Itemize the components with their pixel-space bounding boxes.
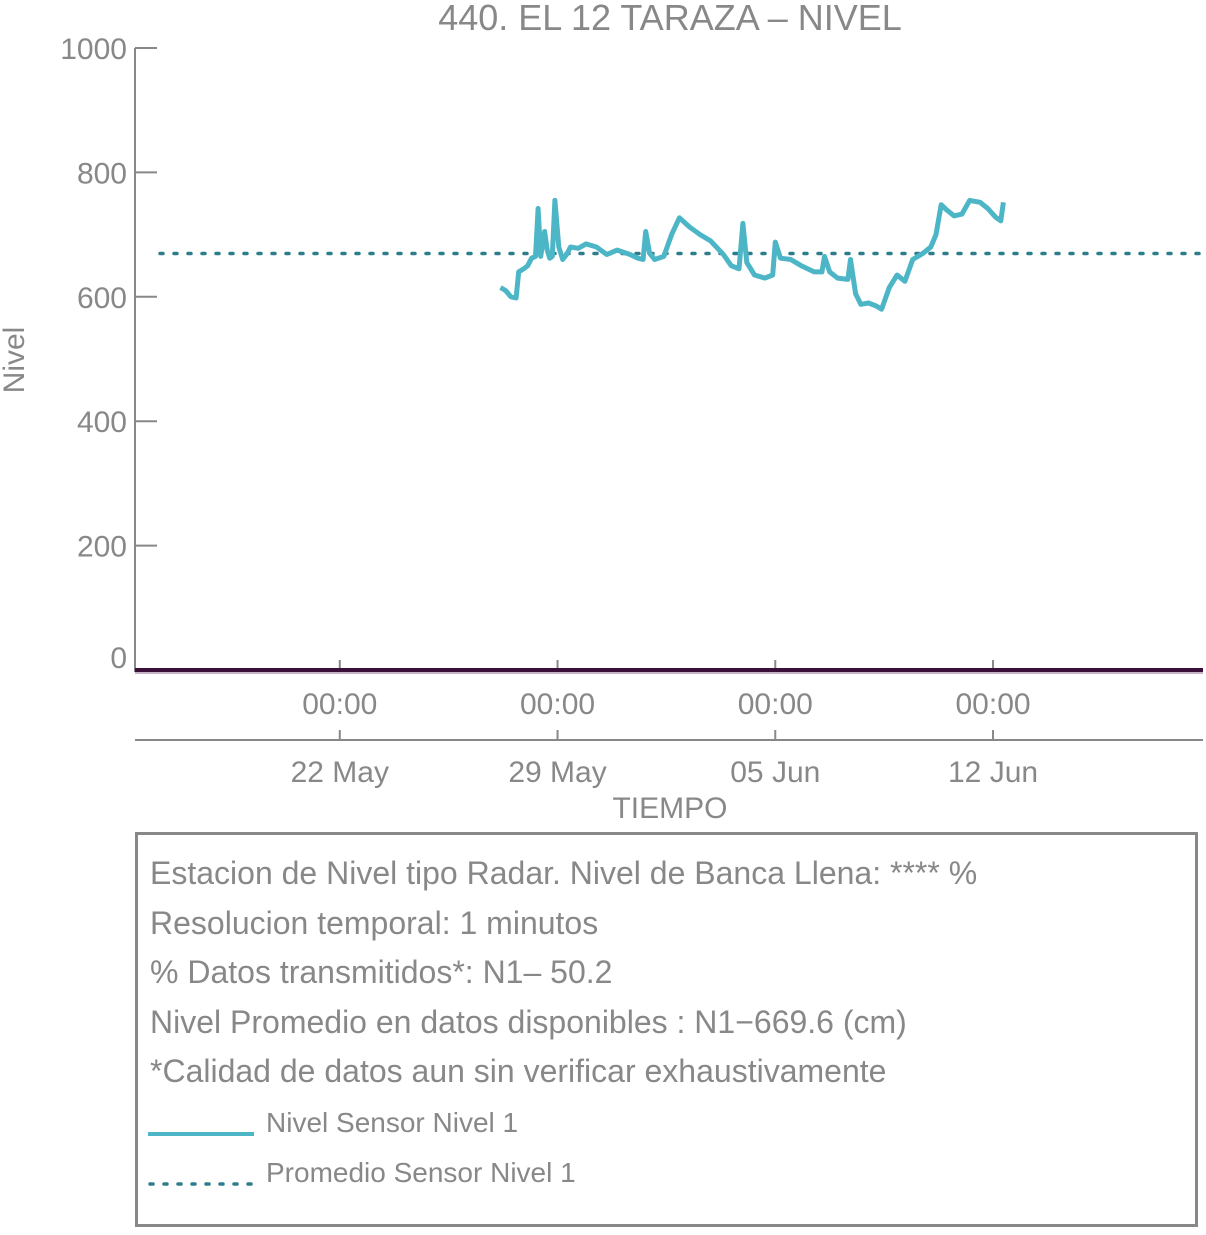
y-tick-label: 1000 bbox=[60, 33, 127, 66]
legend-swatch-dotted bbox=[148, 1182, 256, 1186]
y-axis-label: Nivel bbox=[0, 327, 31, 394]
legend-item-mean: Promedio Sensor Nivel 1 bbox=[148, 1157, 748, 1197]
y-tick-label: 600 bbox=[77, 282, 127, 315]
level-chart: 440. EL 12 TARAZA – NIVEL Nivel TIEMPO 0… bbox=[0, 0, 1205, 825]
legend-label-level: Nivel Sensor Nivel 1 bbox=[266, 1107, 519, 1138]
x-axis-label: TIEMPO bbox=[612, 792, 727, 825]
info-line-resolution: Resolucion temporal: 1 minutos bbox=[150, 905, 599, 941]
y-ticks: 0 200 400 600 800 1000 bbox=[60, 33, 157, 675]
x-tick-time-label: 00:00 bbox=[955, 688, 1030, 721]
x-tick-time-label: 00:00 bbox=[520, 688, 595, 721]
y-tick-label: 0 bbox=[110, 642, 127, 675]
x-tick-date-label: 12 Jun bbox=[948, 756, 1038, 789]
info-line-mean-level: Nivel Promedio en datos disponibles : N1… bbox=[150, 1004, 907, 1040]
x-tick-date-label: 22 May bbox=[291, 756, 389, 789]
info-box: Estacion de Nivel tipo Radar. Nivel de B… bbox=[135, 832, 1198, 1227]
legend-label-mean: Promedio Sensor Nivel 1 bbox=[266, 1157, 576, 1188]
y-tick-label: 200 bbox=[77, 531, 127, 564]
x-ticks: 00:00 22 May 00:00 29 May 00:00 05 Jun 00:00 12… bbox=[291, 660, 1038, 789]
x-tick-date-label: 05 Jun bbox=[730, 756, 820, 789]
chart-title: 440. EL 12 TARAZA – NIVEL bbox=[438, 0, 902, 38]
y-tick-label: 800 bbox=[77, 157, 127, 190]
info-line-station: Estacion de Nivel tipo Radar. Nivel de B… bbox=[150, 855, 978, 891]
series-level-line bbox=[499, 197, 1006, 312]
info-line-quality-note: *Calidad de datos aun sin verificar exha… bbox=[150, 1053, 887, 1089]
x-tick-time-label: 00:00 bbox=[302, 688, 377, 721]
x-tick-time-label: 00:00 bbox=[738, 688, 813, 721]
legend-item-level: Nivel Sensor Nivel 1 bbox=[148, 1107, 748, 1147]
y-tick-label: 400 bbox=[77, 406, 127, 439]
x-tick-date-label: 29 May bbox=[508, 756, 606, 789]
legend-swatch-solid bbox=[148, 1132, 254, 1136]
info-line-transmitted: % Datos transmitidos*: N1– 50.2 bbox=[150, 954, 613, 990]
